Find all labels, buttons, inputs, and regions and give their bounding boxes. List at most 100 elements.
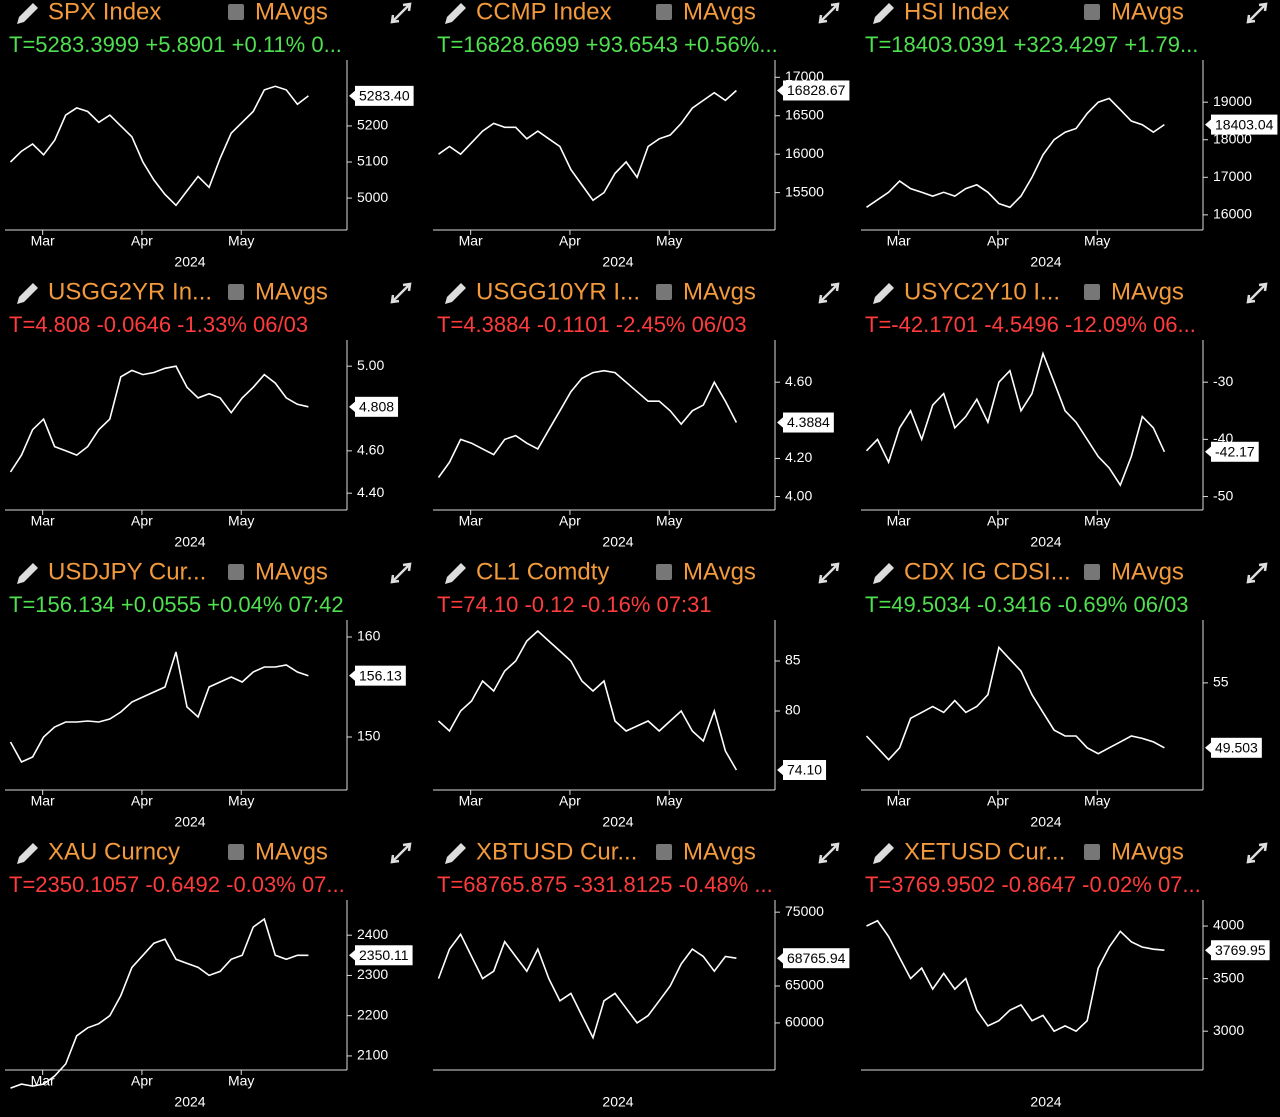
y-tick-label: 4.20 — [785, 449, 812, 465]
overlay-label[interactable]: MAvgs — [683, 278, 756, 305]
overlay-label[interactable]: MAvgs — [255, 838, 328, 865]
edit-icon[interactable] — [445, 283, 466, 304]
y-tick-label: 5.00 — [357, 357, 384, 373]
overlay-checkbox[interactable] — [656, 564, 672, 580]
x-axis-label: 2024 — [1030, 254, 1061, 270]
panel: CCMP Index MAvgs T=16828.6699 +93.6543 +0.… — [433, 0, 850, 270]
y-tick-label: 85 — [785, 652, 801, 668]
edit-icon[interactable] — [445, 3, 466, 24]
y-tick-label: 3000 — [1213, 1022, 1244, 1038]
expand-icon[interactable] — [818, 282, 840, 304]
edit-icon[interactable] — [17, 3, 38, 24]
chart-title[interactable]: USGG2YR In... — [48, 278, 212, 305]
last-price-box — [1211, 940, 1270, 961]
expand-icon[interactable] — [1246, 282, 1268, 304]
chart-title[interactable]: USGG10YR I... — [476, 278, 640, 305]
overlay-checkbox[interactable] — [656, 844, 672, 860]
x-tick-label: May — [228, 233, 254, 249]
overlay-label[interactable]: MAvgs — [1111, 838, 1184, 865]
quote: T=49.5034 -0.3416 -0.69% 06/03 — [865, 592, 1189, 617]
last-price-label: 68765.94 — [787, 950, 846, 966]
edit-icon[interactable] — [445, 843, 466, 864]
expand-icon[interactable] — [1246, 562, 1268, 584]
edit-icon[interactable] — [873, 3, 894, 24]
overlay-checkbox[interactable] — [228, 4, 244, 20]
overlay-checkbox[interactable] — [1084, 4, 1100, 20]
chart-title[interactable]: XBTUSD Cur... — [476, 838, 637, 865]
y-tick-label: 16000 — [785, 145, 824, 161]
last-price-label: 4.3884 — [787, 414, 830, 430]
y-tick-label: -50 — [1213, 487, 1233, 503]
expand-icon[interactable] — [390, 842, 412, 864]
last-price-label: 16828.67 — [787, 82, 846, 98]
last-price-label: 4.808 — [359, 399, 394, 415]
overlay-checkbox[interactable] — [228, 284, 244, 300]
expand-icon[interactable] — [1246, 2, 1268, 24]
edit-icon[interactable] — [873, 843, 894, 864]
x-axis-label: 2024 — [174, 1094, 205, 1110]
overlay-checkbox[interactable] — [656, 284, 672, 300]
edit-icon[interactable] — [873, 283, 894, 304]
edit-icon[interactable] — [873, 563, 894, 584]
last-price-box — [1211, 441, 1259, 462]
chart-title[interactable]: HSI Index — [904, 0, 1009, 25]
overlay-label[interactable]: MAvgs — [1111, 0, 1184, 25]
chart-title[interactable]: CDX IG CDSI... — [904, 558, 1071, 585]
overlay-label[interactable]: MAvgs — [1111, 558, 1184, 585]
chart-title[interactable]: CCMP Index — [476, 0, 612, 25]
y-tick-label: 150 — [357, 728, 381, 744]
overlay-checkbox[interactable] — [1084, 844, 1100, 860]
x-axis-label: 2024 — [1030, 814, 1061, 830]
overlay-label[interactable]: MAvgs — [255, 0, 328, 25]
overlay-label[interactable]: MAvgs — [683, 0, 756, 25]
chart-title[interactable]: USDJPY Cur... — [48, 558, 206, 585]
x-tick-label: May — [228, 1073, 254, 1089]
x-tick-label: Apr — [559, 233, 581, 249]
overlay-label[interactable]: MAvgs — [255, 278, 328, 305]
last-price-pointer — [777, 952, 784, 965]
edit-icon[interactable] — [17, 843, 38, 864]
x-tick-label: May — [1084, 793, 1110, 809]
panel: XETUSD Cur... MAvgs T=3769.9502 -0.8647 -0… — [861, 838, 1270, 1110]
overlay-label[interactable]: MAvgs — [1111, 278, 1184, 305]
x-axis-label: 2024 — [1030, 534, 1061, 550]
last-price-box — [783, 412, 834, 433]
price-line — [437, 629, 738, 771]
chart-title[interactable]: SPX Index — [48, 0, 161, 25]
y-tick-label: 3500 — [1213, 969, 1244, 985]
x-tick-label: Mar — [887, 233, 911, 249]
overlay-label[interactable]: MAvgs — [683, 558, 756, 585]
overlay-checkbox[interactable] — [228, 844, 244, 860]
expand-icon[interactable] — [390, 562, 412, 584]
expand-icon[interactable] — [818, 562, 840, 584]
overlay-checkbox[interactable] — [1084, 564, 1100, 580]
overlay-checkbox[interactable] — [228, 564, 244, 580]
price-line — [866, 97, 1165, 209]
chart-title[interactable]: USYC2Y10 I... — [904, 278, 1060, 305]
quote: T=3769.9502 -0.8647 -0.02% 07... — [865, 872, 1201, 897]
edit-icon[interactable] — [17, 563, 38, 584]
overlay-checkbox[interactable] — [1084, 284, 1100, 300]
expand-icon[interactable] — [390, 282, 412, 304]
x-tick-label: May — [656, 513, 682, 529]
expand-icon[interactable] — [390, 2, 412, 24]
edit-icon[interactable] — [445, 563, 466, 584]
chart-title[interactable]: XAU Curncy — [48, 838, 180, 865]
overlay-checkbox[interactable] — [656, 4, 672, 20]
last-price-pointer — [1205, 118, 1212, 131]
expand-icon[interactable] — [818, 842, 840, 864]
expand-icon[interactable] — [818, 2, 840, 24]
y-tick-label: 75000 — [785, 903, 824, 919]
y-tick-label: 65000 — [785, 977, 824, 993]
expand-icon[interactable] — [1246, 842, 1268, 864]
overlay-label[interactable]: MAvgs — [683, 838, 756, 865]
x-tick-label: Mar — [887, 793, 911, 809]
overlay-label[interactable]: MAvgs — [255, 558, 328, 585]
x-tick-label: Mar — [459, 233, 483, 249]
edit-icon[interactable] — [17, 283, 38, 304]
panel: USGG2YR In... MAvgs T=4.808 -0.0646 -1.33%… — [5, 278, 412, 550]
chart-title[interactable]: XETUSD Cur... — [904, 838, 1065, 865]
last-price-box — [783, 80, 850, 101]
quote: T=68765.875 -331.8125 -0.48% ... — [437, 872, 773, 897]
chart-title[interactable]: CL1 Comdty — [476, 558, 609, 585]
